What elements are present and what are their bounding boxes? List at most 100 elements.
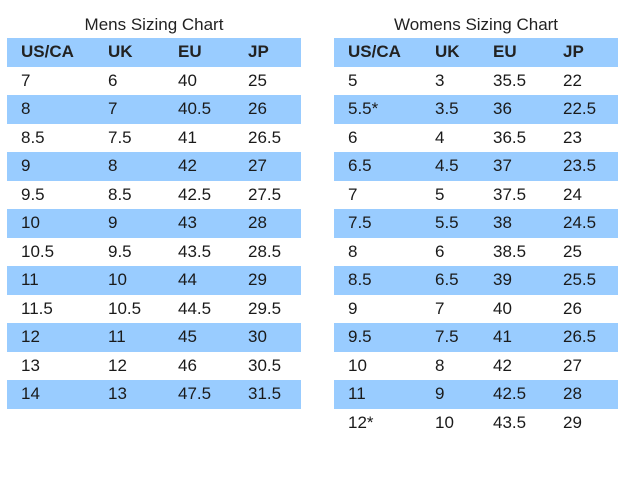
mens-cell-uk: 11 — [108, 327, 126, 347]
mens-cell-jp: 26 — [248, 99, 267, 119]
womens-cell-uk: 6 — [435, 241, 445, 261]
womens-cell-uk: 4.5 — [435, 156, 459, 176]
womens-table-row: 9.5 7.5 41 26.5 — [334, 323, 618, 352]
womens-cell-us-ca: 6 — [348, 127, 358, 147]
mens-table-row: 14 13 47.5 31.5 — [7, 380, 301, 409]
womens-header-eu: EU — [493, 42, 517, 62]
womens-table-row: 6.5 4.5 37 23.5 — [334, 152, 618, 181]
mens-header-row: US/CA UK EU JP — [7, 38, 301, 67]
womens-table-row: 12* 10 43.5 29 — [334, 408, 618, 437]
mens-cell-jp: 29.5 — [248, 298, 282, 318]
womens-cell-jp: 24 — [563, 184, 582, 204]
mens-cell-jp: 29 — [248, 270, 267, 290]
womens-cell-us-ca: 6.5 — [348, 156, 372, 176]
mens-cell-us-ca: 13 — [21, 355, 40, 375]
womens-cell-us-ca: 5.5* — [348, 99, 379, 119]
mens-header-uk: UK — [108, 42, 133, 62]
womens-cell-jp: 23 — [563, 127, 582, 147]
womens-cell-jp: 26.5 — [563, 327, 597, 347]
womens-chart-title: Womens Sizing Chart — [393, 15, 559, 34]
womens-cell-eu: 36.5 — [493, 127, 527, 147]
mens-cell-uk: 8 — [108, 156, 118, 176]
womens-cell-jp: 25.5 — [563, 270, 597, 290]
mens-cell-uk: 9 — [108, 213, 118, 233]
mens-cell-us-ca: 7 — [21, 70, 31, 90]
womens-cell-uk: 5 — [435, 184, 445, 204]
mens-cell-us-ca: 12 — [21, 327, 40, 347]
womens-cell-eu: 35.5 — [493, 70, 527, 90]
mens-cell-jp: 28 — [248, 213, 267, 233]
mens-table-row: 9 8 42 27 — [7, 152, 301, 181]
womens-cell-us-ca: 12* — [348, 412, 374, 432]
mens-table-row: 11.5 10.5 44.5 29.5 — [7, 294, 301, 323]
womens-cell-jp: 25 — [563, 241, 582, 261]
mens-cell-eu: 46 — [178, 355, 197, 375]
mens-cell-uk: 7.5 — [108, 127, 132, 147]
womens-table-row: 6 4 36.5 23 — [334, 123, 618, 152]
womens-cell-eu: 39 — [493, 270, 512, 290]
womens-cell-jp: 22 — [563, 70, 582, 90]
womens-header-row: US/CA UK EU JP — [334, 38, 618, 67]
mens-table-row: 11 10 44 29 — [7, 266, 301, 295]
womens-cell-uk: 7 — [435, 298, 445, 318]
mens-cell-eu: 43 — [178, 213, 197, 233]
womens-table-row: 5 3 35.5 22 — [334, 66, 618, 95]
womens-cell-us-ca: 9 — [348, 298, 358, 318]
mens-cell-us-ca: 8 — [21, 99, 31, 119]
mens-header-us-ca: US/CA — [21, 42, 74, 62]
womens-table-row: 9 7 40 26 — [334, 294, 618, 323]
womens-cell-jp: 24.5 — [563, 213, 597, 233]
womens-cell-uk: 5.5 — [435, 213, 459, 233]
womens-cell-uk: 6.5 — [435, 270, 459, 290]
mens-cell-uk: 13 — [108, 384, 127, 404]
mens-table-row: 10 9 43 28 — [7, 209, 301, 238]
mens-cell-jp: 30 — [248, 327, 267, 347]
womens-cell-jp: 22.5 — [563, 99, 597, 119]
womens-cell-us-ca: 5 — [348, 70, 358, 90]
mens-cell-eu: 41 — [178, 127, 197, 147]
mens-cell-us-ca: 14 — [21, 384, 40, 404]
mens-cell-uk: 10.5 — [108, 298, 142, 318]
womens-cell-eu: 38 — [493, 213, 512, 233]
womens-size-table: US/CA UK EU JP 5 3 35.5 22 5.5* 3.5 36 22.5 6 4 36… — [334, 38, 618, 437]
mens-size-table: US/CA UK EU JP 7 6 40 25 8 7 40.5 26 8.5 7.5 41 26.… — [7, 38, 301, 409]
mens-header-jp: JP — [248, 42, 269, 62]
mens-cell-us-ca: 10.5 — [21, 241, 55, 261]
womens-cell-eu: 42 — [493, 355, 512, 375]
womens-cell-uk: 9 — [435, 384, 445, 404]
mens-table-row: 8 7 40.5 26 — [7, 95, 301, 124]
womens-table-row: 11 9 42.5 28 — [334, 380, 618, 409]
womens-table-body: 5 3 35.5 22 5.5* 3.5 36 22.5 6 4 36.5 23 6.5 4.5 37 23.… — [334, 66, 618, 437]
mens-cell-uk: 10 — [108, 270, 127, 290]
womens-header-uk: UK — [435, 42, 460, 62]
womens-cell-uk: 8 — [435, 355, 445, 375]
mens-cell-us-ca: 9 — [21, 156, 31, 176]
womens-cell-us-ca: 8 — [348, 241, 358, 261]
womens-header-jp: JP — [563, 42, 584, 62]
mens-cell-jp: 28.5 — [248, 241, 282, 261]
mens-cell-us-ca: 11 — [21, 270, 39, 290]
womens-cell-eu: 37 — [493, 156, 512, 176]
womens-table-row: 7 5 37.5 24 — [334, 180, 618, 209]
womens-cell-eu: 43.5 — [493, 412, 527, 432]
mens-table-row: 8.5 7.5 41 26.5 — [7, 123, 301, 152]
mens-cell-eu: 44.5 — [178, 298, 212, 318]
womens-cell-us-ca: 9.5 — [348, 327, 372, 347]
womens-cell-us-ca: 10 — [348, 355, 367, 375]
mens-cell-eu: 42.5 — [178, 184, 212, 204]
mens-cell-uk: 9.5 — [108, 241, 132, 261]
womens-cell-us-ca: 11 — [348, 384, 366, 404]
mens-cell-uk: 12 — [108, 355, 127, 375]
mens-table-row: 9.5 8.5 42.5 27.5 — [7, 180, 301, 209]
mens-table-row: 13 12 46 30.5 — [7, 351, 301, 380]
mens-cell-us-ca: 11.5 — [21, 298, 53, 318]
womens-cell-eu: 40 — [493, 298, 512, 318]
womens-cell-eu: 36 — [493, 99, 512, 119]
womens-cell-jp: 27 — [563, 355, 582, 375]
mens-cell-uk: 8.5 — [108, 184, 132, 204]
womens-cell-us-ca: 7.5 — [348, 213, 372, 233]
mens-cell-eu: 42 — [178, 156, 197, 176]
womens-cell-eu: 41 — [493, 327, 512, 347]
womens-cell-uk: 10 — [435, 412, 454, 432]
mens-cell-jp: 26.5 — [248, 127, 282, 147]
